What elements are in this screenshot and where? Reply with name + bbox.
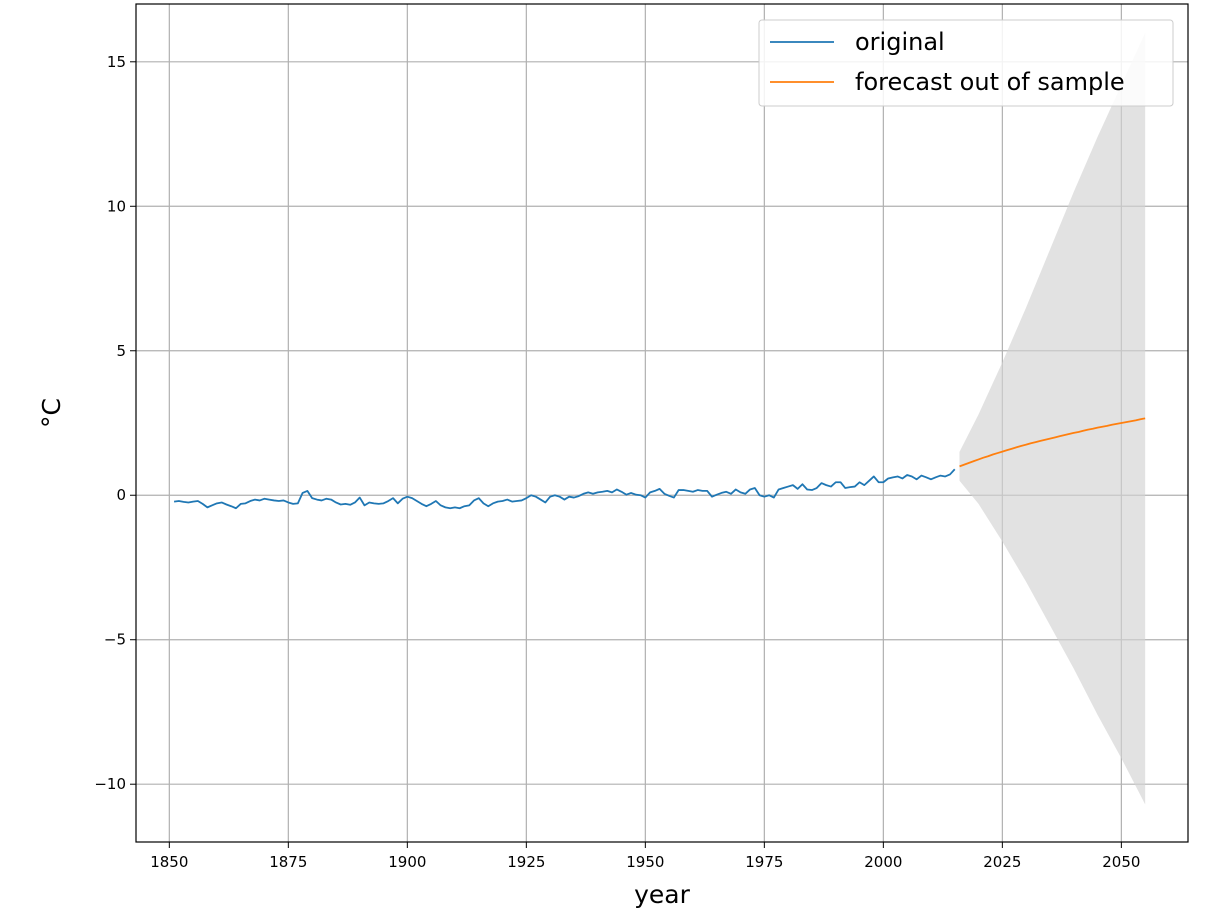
confidence-band (959, 32, 1146, 805)
series-layer (173, 417, 1146, 510)
y-tick-label: −10 (94, 775, 126, 793)
series-line-original (173, 468, 956, 510)
x-tick-label: 2050 (1102, 853, 1140, 871)
plot-area-frame (135, 3, 1189, 843)
x-tick-label: 1850 (150, 853, 188, 871)
legend: original forecast out of sample (758, 19, 1174, 107)
y-tick-label: −5 (104, 631, 126, 649)
series-line-forecast (959, 417, 1146, 468)
x-tick-label: 1975 (745, 853, 783, 871)
x-axis-label: year (634, 880, 690, 909)
legend-box (758, 19, 1174, 107)
y-tick-label: 5 (116, 342, 126, 360)
y-tick-label: 0 (116, 486, 126, 504)
x-tick-label: 1875 (269, 853, 307, 871)
x-tick-label: 1950 (626, 853, 664, 871)
y-tick-label: 15 (107, 53, 126, 71)
x-tick-label: 1900 (388, 853, 426, 871)
x-tick-label: 2000 (864, 853, 902, 871)
confidence-band-layer (959, 32, 1146, 805)
x-axis-ticks: 1850 1875 1900 1925 1950 1975 2000 2025 2050 (150, 842, 1140, 871)
x-tick-label: 1925 (507, 853, 545, 871)
legend-label-original: original (855, 28, 945, 56)
y-axis-ticks: −10 −5 0 5 10 15 (94, 53, 136, 793)
x-tick-label: 2025 (983, 853, 1021, 871)
y-axis-label: °C (37, 398, 66, 428)
legend-label-forecast: forecast out of sample (855, 68, 1125, 96)
y-tick-label: 10 (107, 197, 126, 215)
